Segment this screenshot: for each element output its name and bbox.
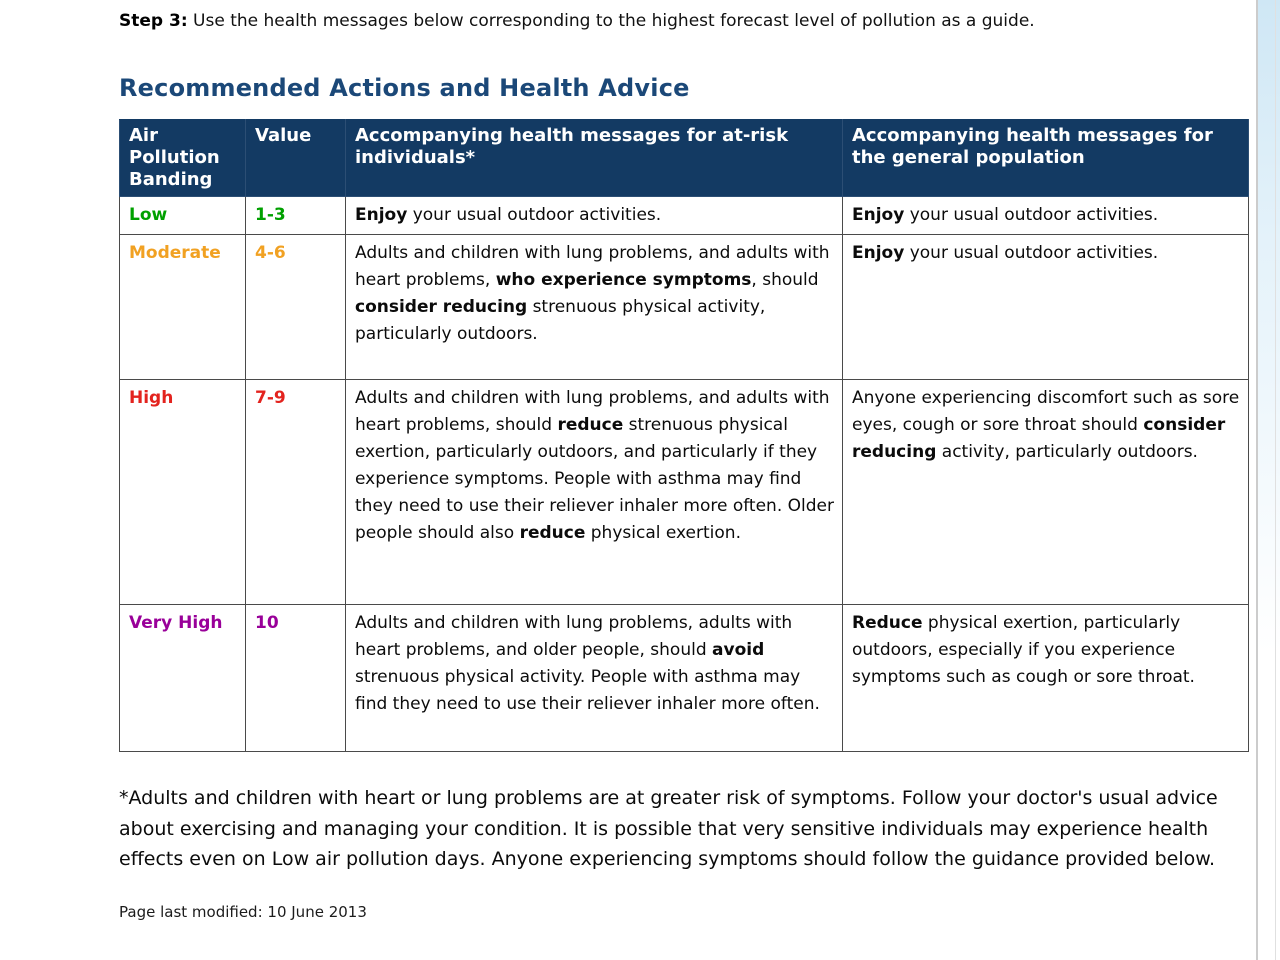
column-header-general: Accompanying health messages for the gen… <box>842 119 1249 197</box>
general-message-cell: Enjoy your usual outdoor activities. <box>842 196 1249 235</box>
page-title: Recommended Actions and Health Advice <box>119 74 690 102</box>
at-risk-message-cell: Adults and children with lung problems, … <box>345 234 843 380</box>
page-edge-gradient <box>1256 0 1280 960</box>
table-header-row: Air Pollution Banding Value Accompanying… <box>119 119 1249 197</box>
general-message-cell: Anyone experiencing discomfort such as s… <box>842 379 1249 605</box>
value-cell: 7-9 <box>245 379 346 605</box>
table-row-very-high: Very High 10 Adults and children with lu… <box>119 604 1249 752</box>
general-message-cell: Reduce physical exertion, particularly o… <box>842 604 1249 752</box>
banding-cell: Moderate <box>119 234 246 380</box>
step-label: Step 3: <box>119 11 188 31</box>
page-edge-line <box>1275 0 1276 960</box>
column-header-banding: Air Pollution Banding <box>119 119 246 197</box>
banding-cell: High <box>119 379 246 605</box>
general-message-cell: Enjoy your usual outdoor activities. <box>842 234 1249 380</box>
table-row-moderate: Moderate 4-6 Adults and children with lu… <box>119 234 1249 380</box>
value-cell: 4-6 <box>245 234 346 380</box>
last-modified: Page last modified: 10 June 2013 <box>119 902 367 921</box>
at-risk-message-cell: Enjoy your usual outdoor activities. <box>345 196 843 235</box>
column-header-value: Value <box>245 119 346 197</box>
at-risk-message-cell: Adults and children with lung problems, … <box>345 379 843 605</box>
table-row-low: Low 1-3 Enjoy your usual outdoor activit… <box>119 196 1249 235</box>
banding-cell: Low <box>119 196 246 235</box>
column-header-at-risk: Accompanying health messages for at-risk… <box>345 119 843 197</box>
step-instruction: Step 3: Use the health messages below co… <box>119 0 1248 33</box>
value-cell: 10 <box>245 604 346 752</box>
banding-cell: Very High <box>119 604 246 752</box>
step-text: Use the health messages below correspond… <box>187 11 1035 31</box>
value-cell: 1-3 <box>245 196 346 235</box>
table-row-high: High 7-9 Adults and children with lung p… <box>119 379 1249 605</box>
footnote: *Adults and children with heart or lung … <box>119 787 1218 870</box>
page-content: Step 3: Use the health messages below co… <box>119 0 1249 921</box>
at-risk-message-cell: Adults and children with lung problems, … <box>345 604 843 752</box>
health-advice-table: Air Pollution Banding Value Accompanying… <box>119 119 1249 752</box>
